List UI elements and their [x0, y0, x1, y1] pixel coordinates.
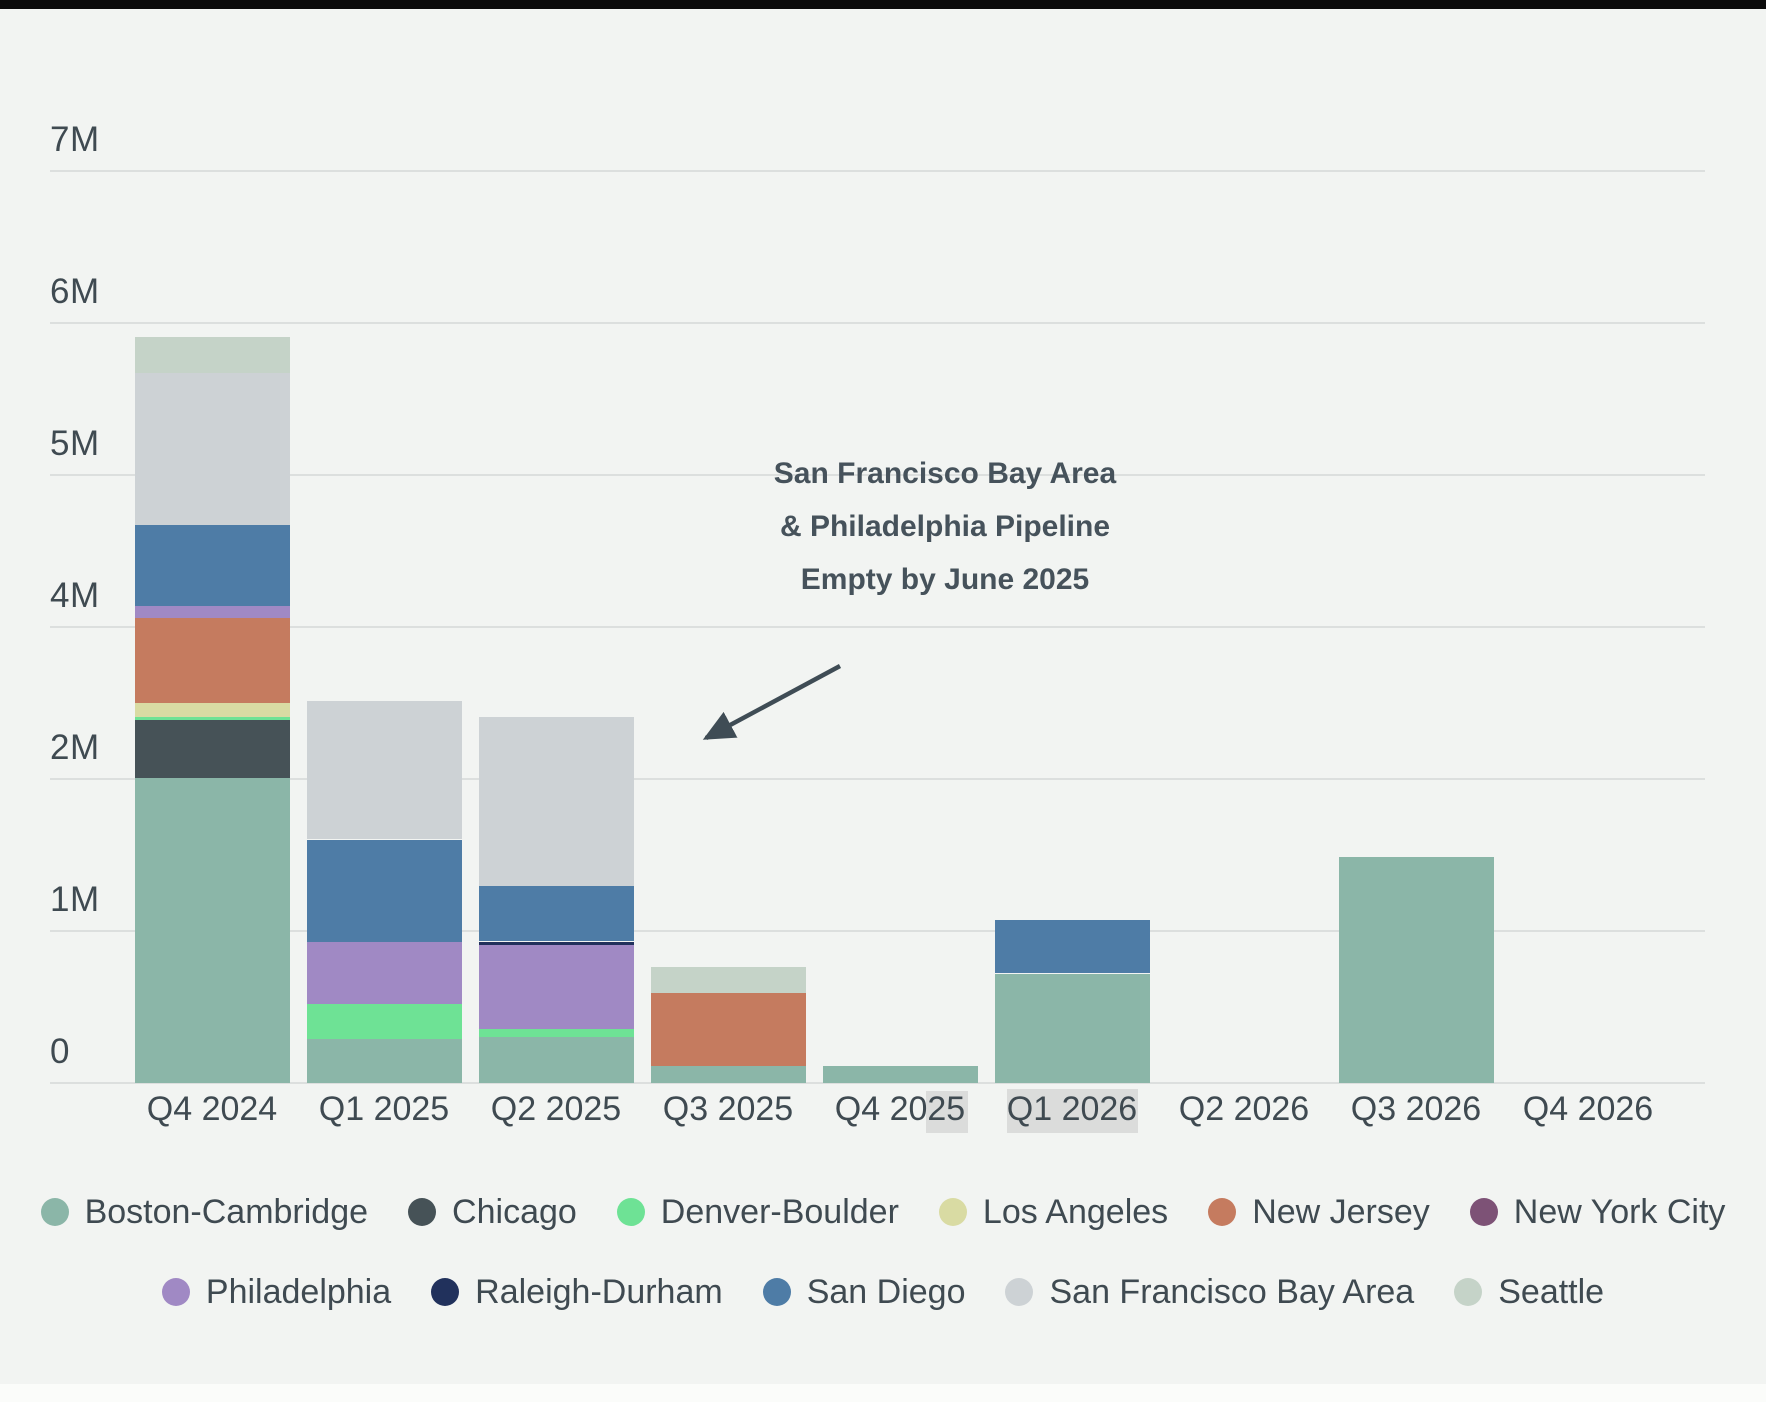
legend-label: San Francisco Bay Area [1049, 1272, 1415, 1311]
x-axis-label: Q4 2024 [146, 1090, 278, 1128]
bar-segment[interactable] [306, 1004, 462, 1039]
legend-item[interactable]: Los Angeles [938, 1192, 1169, 1232]
gridline [50, 474, 1705, 476]
label-highlight [926, 1091, 968, 1133]
annotation-line: Empty by June 2025 [800, 563, 1090, 596]
bar-segment[interactable] [478, 1037, 634, 1083]
x-axis-label: Q4 2026 [1522, 1090, 1654, 1128]
x-axis-label: Q3 2026 [1350, 1090, 1482, 1128]
legend-swatch-icon [408, 1198, 437, 1226]
top-black-bar [0, 0, 1766, 9]
x-axis-label: Q2 2025 [490, 1090, 622, 1128]
bar-segment[interactable] [478, 885, 634, 941]
bar-segment[interactable] [1338, 857, 1494, 1083]
bar-segment[interactable] [134, 618, 290, 703]
bar-segment[interactable] [650, 967, 806, 993]
bar-segment[interactable] [994, 974, 1150, 1083]
bar-segment[interactable] [306, 942, 462, 1004]
bar-segment[interactable] [994, 920, 1150, 973]
legend-swatch-icon [938, 1198, 967, 1226]
bar-segment[interactable] [306, 701, 462, 839]
bar-segment[interactable] [134, 703, 290, 717]
legend-item[interactable]: Chicago [408, 1193, 577, 1232]
x-axis-label: Q2 2026 [1178, 1090, 1310, 1128]
bar-segment[interactable] [134, 717, 290, 720]
legend-label: San Diego [806, 1272, 966, 1311]
bar-segment[interactable] [650, 993, 806, 1066]
legend-swatch-icon [616, 1198, 645, 1226]
legend-item[interactable]: New Jersey [1208, 1193, 1430, 1232]
bar-segment[interactable] [306, 840, 462, 942]
gridline [50, 170, 1705, 172]
x-axis-label: Q4 2025 [834, 1090, 966, 1128]
bar-segment[interactable] [650, 1066, 806, 1083]
gridline [50, 322, 1705, 324]
legend-label: New Jersey [1252, 1192, 1430, 1231]
legend-label: Chicago [452, 1192, 577, 1231]
bar-segment[interactable] [134, 777, 290, 1083]
legend-swatch-icon [762, 1278, 791, 1306]
bar-segment[interactable] [134, 606, 290, 618]
bar-segment[interactable] [134, 720, 290, 778]
x-axis-label: Q1 2025 [318, 1090, 450, 1128]
bar-segment[interactable] [478, 1028, 634, 1037]
bar-segment[interactable] [306, 1039, 462, 1083]
bar-segment[interactable] [134, 337, 290, 373]
legend-item[interactable]: San Francisco Bay Area [1005, 1273, 1414, 1312]
y-tick-label: 0 [50, 1032, 70, 1071]
gridline [50, 626, 1705, 628]
legend-item[interactable]: Boston-Cambridge [40, 1192, 369, 1232]
legend-swatch-icon [1208, 1198, 1237, 1226]
label-highlight [1007, 1089, 1138, 1133]
legend-swatch-icon [1469, 1198, 1498, 1226]
annotation-line: San Francisco Bay Area [773, 457, 1117, 490]
y-tick-label: 2M [50, 728, 100, 767]
y-tick-label: 6M [50, 272, 100, 311]
gridline [50, 1082, 1705, 1084]
bottom-band [0, 1384, 1766, 1402]
bar-segment[interactable] [478, 942, 634, 945]
y-tick-label: 4M [50, 576, 100, 615]
legend-label: Seattle [1498, 1272, 1605, 1311]
gridline [50, 778, 1705, 780]
legend-swatch-icon [40, 1198, 69, 1226]
legend-item[interactable]: Philadelphia [161, 1272, 392, 1312]
annotation-line: & Philadelphia Pipeline [779, 510, 1111, 543]
legend-label: Raleigh-Durham [475, 1272, 723, 1311]
annotation-text: San Francisco Bay Area & Philadelphia Pi… [695, 447, 1195, 606]
legend-label: Denver-Boulder [660, 1192, 899, 1231]
legend-swatch-icon [1454, 1278, 1483, 1306]
legend-swatch-icon [161, 1278, 190, 1306]
y-tick-label: 5M [50, 424, 100, 463]
legend-item[interactable]: Raleigh-Durham [431, 1273, 723, 1312]
legend-label: Philadelphia [205, 1272, 392, 1311]
bar-segment[interactable] [478, 717, 634, 886]
legend-label: New York City [1513, 1192, 1726, 1231]
gridline [50, 930, 1705, 932]
y-tick-label: 7M [50, 120, 100, 159]
bar-segment[interactable] [478, 945, 634, 1029]
bar-segment[interactable] [822, 1066, 978, 1083]
x-axis-label: Q3 2025 [662, 1090, 794, 1128]
legend-label: Los Angeles [982, 1192, 1169, 1231]
bar-segment[interactable] [134, 373, 290, 525]
legend-item[interactable]: Denver-Boulder [616, 1192, 899, 1232]
legend-row: Boston-Cambridge Chicago Denver-Boulder Los… [0, 1172, 1766, 1252]
legend: Boston-Cambridge Chicago Denver-Boulder Los… [0, 1172, 1766, 1332]
x-axis-label: Q1 2026 [1006, 1090, 1138, 1128]
legend-item[interactable]: New York City [1469, 1192, 1726, 1232]
legend-row: Philadelphia Raleigh-Durham San Diego San F… [0, 1252, 1766, 1332]
y-tick-label: 1M [50, 880, 100, 919]
legend-item[interactable]: San Diego [762, 1272, 966, 1312]
legend-label: Boston-Cambridge [84, 1192, 369, 1231]
legend-swatch-icon [1005, 1278, 1034, 1306]
bar-segment[interactable] [134, 525, 290, 606]
legend-swatch-icon [431, 1278, 460, 1306]
legend-item[interactable]: Seattle [1454, 1273, 1604, 1312]
